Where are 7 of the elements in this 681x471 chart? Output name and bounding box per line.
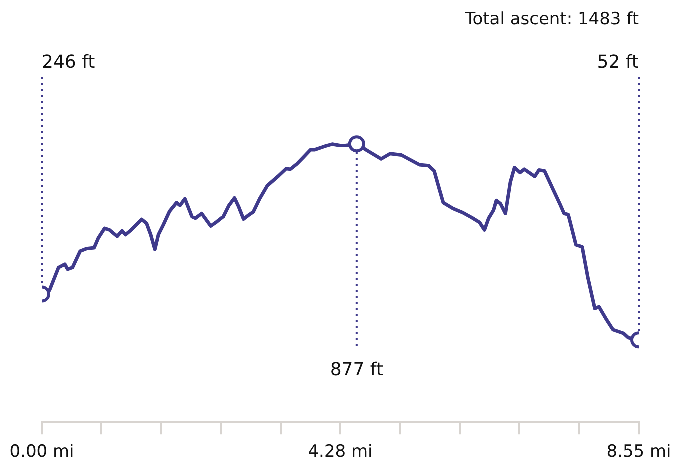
- text: 52 ft: [597, 52, 639, 74]
- x-tick-label: 4.28 mi: [308, 442, 373, 462]
- text: 246 ft: [42, 52, 96, 74]
- x-tick-label: 8.55 mi: [606, 442, 672, 462]
- text: 877 ft: [330, 359, 384, 380]
- chart-title: Total ascent: 1483 ft: [464, 10, 640, 30]
- x-tick-label: 0.00 mi: [10, 442, 74, 462]
